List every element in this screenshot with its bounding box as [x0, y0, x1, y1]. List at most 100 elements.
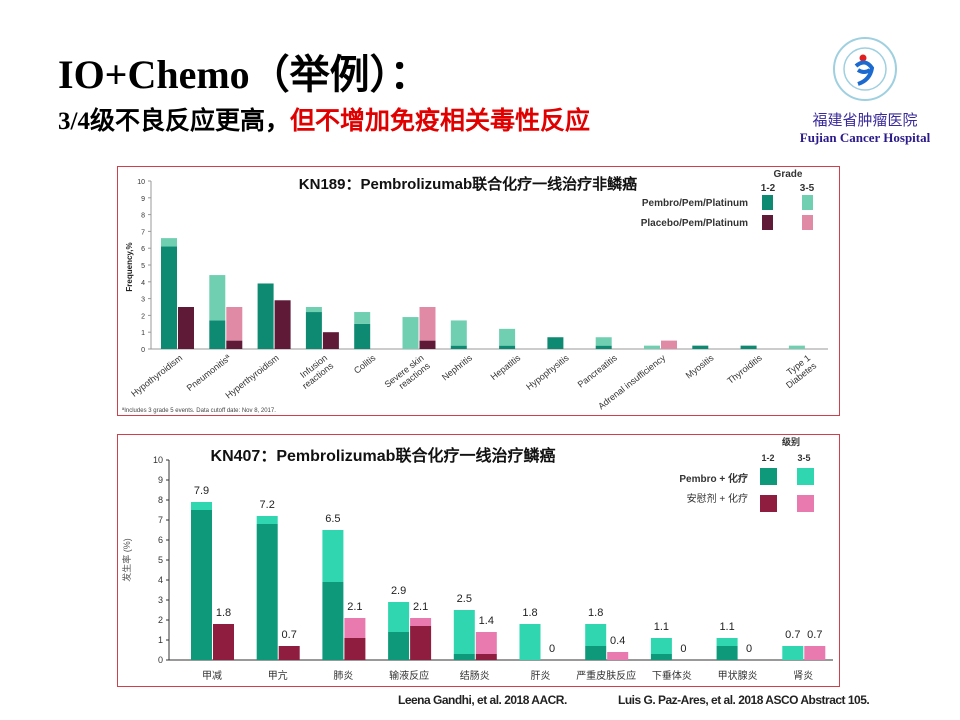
y-tick-label: 6	[158, 535, 163, 545]
data-label: 0.7	[282, 629, 297, 641]
subtitle-red: 但不增加免疫相关毒性反应	[289, 108, 590, 135]
y-tick-label: 2	[141, 313, 145, 320]
legend-swatch-treatment-grade-3-5	[797, 468, 814, 485]
x-tick-label: 严重皮肤反应	[576, 669, 636, 682]
y-tick-label: 7	[141, 229, 145, 236]
x-tick-label: 肺炎	[333, 670, 353, 682]
y-axis-label: 发生率 (%)	[121, 538, 132, 582]
reference-paz-ares: Luis G. Paz-Ares, et al. 2018 ASCO Abstr…	[618, 693, 870, 707]
x-tick-label: Nephritis	[440, 352, 475, 382]
bar-treatment-grade-3-5	[161, 238, 177, 247]
data-label: 7.9	[194, 485, 209, 497]
data-label: 2.9	[391, 585, 406, 597]
bar-treatment-grade-3-5	[256, 516, 278, 524]
x-tick-label: Type 1Diabetes	[778, 352, 819, 390]
x-tick-label: Severe skinreactions	[383, 352, 433, 397]
bar-placebo-grade-1-2	[278, 646, 300, 660]
bar-placebo-grade-3-5	[661, 340, 677, 349]
bar-treatment-grade-1-2	[692, 345, 709, 349]
bar-treatment-grade-3-5	[402, 317, 419, 349]
bar-treatment-grade-3-5	[788, 345, 805, 349]
data-label: 0.7	[807, 629, 822, 641]
bar-placebo-grade-3-5	[344, 618, 366, 638]
legend-swatch-placebo-grade-3-5	[797, 495, 814, 512]
y-tick-label: 10	[137, 179, 145, 186]
bar-placebo-grade-3-5	[419, 307, 436, 341]
x-tick-label: 肝炎	[531, 670, 551, 682]
x-tick-label: Hypophysitis	[524, 352, 571, 392]
legend-grade-3-5: 3-5	[797, 453, 810, 463]
kn407-chart: KN407：Pembrolizumab联合化疗一线治疗鳞癌 发生率 (%) 级别…	[117, 434, 840, 687]
y-tick-label: 5	[158, 555, 163, 565]
x-tick-label: Infusionreactions	[294, 352, 335, 391]
y-tick-label: 5	[141, 263, 145, 270]
legend-title: 级别	[781, 436, 800, 447]
bar-placebo-grade-3-5	[804, 646, 826, 660]
y-tick-label: 6	[141, 246, 145, 253]
data-label: 1.1	[654, 621, 669, 633]
bar-placebo-grade-1-2	[410, 626, 432, 660]
x-tick-label: 甲状腺炎	[718, 669, 758, 682]
bar-placebo-grade-1-2	[344, 638, 366, 660]
bar-treatment-grade-1-2	[547, 337, 564, 349]
x-tick-label: Hypothyroidism	[129, 353, 184, 399]
y-tick-label: 1	[141, 330, 145, 337]
chart-title: KN189：Pembrolizumab联合化疗一线治疗非鳞癌	[299, 175, 637, 193]
y-tick-label: 3	[158, 595, 163, 605]
bar-placebo-grade-3-5	[226, 307, 243, 341]
bar-placebo-grade-3-5	[475, 632, 497, 654]
x-tick-label: Myositis	[684, 352, 716, 380]
bar-placebo-grade-1-2	[213, 624, 234, 660]
slide-subtitle: 3/4级不良反应更高，但不增加免疫相关毒性反应	[58, 101, 590, 137]
data-label: 6.5	[325, 513, 340, 525]
legend-series-placebo: Placebo/Pem/Platinum	[641, 218, 748, 229]
bar-treatment-grade-3-5	[519, 624, 541, 660]
slide-title: IO+Chemo（举例）：	[58, 52, 430, 97]
y-tick-label: 9	[141, 196, 145, 203]
x-tick-label: Thyroiditis	[725, 352, 764, 385]
bar-treatment-grade-3-5	[322, 530, 344, 582]
bar-treatment-grade-3-5	[585, 624, 607, 646]
bar-treatment-grade-1-2	[740, 345, 757, 349]
x-tick-label: Hepatitis	[489, 352, 523, 382]
bar-treatment-grade-1-2	[354, 323, 371, 349]
data-label: 1.4	[479, 615, 494, 627]
bar-treatment-grade-3-5	[453, 610, 475, 654]
legend-series-pembro: Pembro + 化疗	[679, 472, 748, 485]
bar-treatment-grade-3-5	[450, 320, 467, 346]
data-label: 0.4	[610, 635, 625, 647]
bar-treatment-grade-1-2	[191, 510, 212, 660]
bar-placebo-grade-1-2	[322, 332, 339, 349]
bar-treatment-grade-1-2	[388, 632, 410, 660]
data-label: 2.1	[347, 601, 362, 613]
data-label: 1.1	[719, 621, 734, 633]
bar-treatment-grade-1-2	[161, 246, 177, 349]
bar-placebo-grade-1-2	[274, 300, 291, 349]
legend-swatch-placebo-grade-3-5	[802, 215, 813, 230]
logo-name-cn: 福建省肿瘤医院	[812, 111, 918, 129]
x-tick-label: 肾炎	[793, 670, 813, 682]
bar-treatment-grade-1-2	[305, 312, 322, 349]
y-tick-label: 3	[141, 297, 145, 304]
x-tick-label: Colitis	[352, 352, 378, 375]
legend-grade-1-2: 1-2	[761, 453, 774, 463]
bar-treatment-grade-1-2	[450, 345, 467, 349]
bar-placebo-grade-3-5	[410, 618, 432, 626]
x-tick-label: 甲减	[202, 670, 222, 682]
bar-treatment-grade-3-5	[209, 275, 226, 321]
y-tick-label: 10	[153, 455, 163, 465]
logo-name-en: Fujian Cancer Hospital	[799, 130, 931, 145]
legend-swatch-treatment-grade-1-2	[762, 195, 773, 210]
bar-treatment-grade-1-2	[256, 524, 278, 660]
x-tick-label: 输液反应	[389, 669, 429, 682]
legend-title: Grade	[774, 169, 803, 180]
y-tick-label: 4	[158, 575, 163, 585]
data-label: 0	[549, 643, 555, 655]
bar-treatment-grade-1-2	[650, 654, 672, 660]
legend-swatch-placebo-grade-1-2	[762, 215, 773, 230]
bar-treatment-grade-3-5	[388, 602, 410, 632]
bar-treatment-grade-3-5	[191, 502, 212, 510]
kn189-chart-svg: KN189：Pembrolizumab联合化疗一线治疗非鳞癌 Frequency…	[122, 169, 828, 414]
bar-treatment-grade-3-5	[499, 328, 516, 346]
hospital-seal-icon	[833, 37, 897, 101]
